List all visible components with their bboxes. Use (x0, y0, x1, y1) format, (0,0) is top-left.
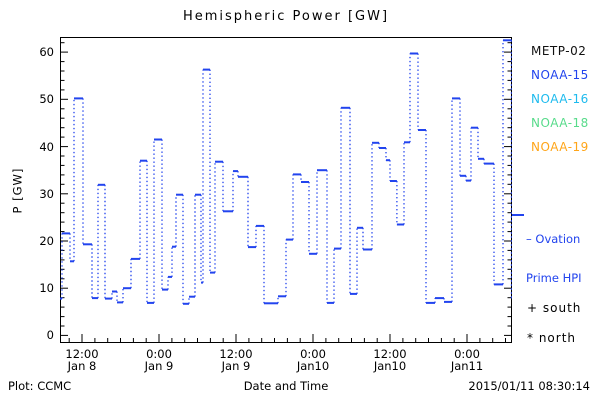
y-tick-label-20: 20 (39, 234, 54, 248)
y-tick-label-50: 50 (39, 92, 54, 106)
south-marker-key: + south (527, 301, 582, 315)
y-tick-label-60: 60 (39, 45, 54, 59)
ovation-prime-hpi-label: – Ovation Prime HPI (526, 207, 582, 311)
x-tick-label-jan9-1200: 12:00 Jan 9 (219, 347, 253, 373)
page-title: Hemispheric Power [GW] (182, 9, 390, 24)
y-tick-label-30: 30 (39, 187, 54, 201)
x-tick-label-jan8-1200: 12:00 Jan 8 (65, 347, 99, 373)
x-axis-title: Date and Time (243, 379, 329, 393)
plot-source-label: Plot: CCMC (8, 379, 72, 393)
ovation-label-line1: – Ovation (526, 232, 581, 246)
ovation-line-sample (512, 214, 524, 216)
x-tick-label-jan10-1200: 12:00 Jan10 (373, 347, 407, 373)
x-tick-label-jan9-000: 0:00 Jan 9 (144, 347, 174, 373)
ovation-label-line2: Prime HPI (526, 271, 582, 285)
north-marker-key: * north (527, 331, 577, 345)
x-tick-label-jan10-000: 0:00 Jan10 (296, 347, 330, 373)
x-tick-label-jan11-000: 0:00 Jan11 (450, 347, 484, 373)
y-tick-label-10: 10 (39, 281, 54, 295)
data-series-noaa-15 (60, 37, 513, 343)
plot-timestamp: 2015/01/11 08:30:14 (468, 379, 590, 393)
y-tick-label-0: 0 (46, 328, 54, 342)
y-tick-label-40: 40 (39, 140, 54, 154)
legend-item-noaa-16: NOAA-16 (531, 92, 589, 106)
legend-item-metp-02: METP-02 (531, 44, 587, 58)
legend-item-noaa-18: NOAA-18 (531, 116, 589, 130)
legend-item-noaa-15: NOAA-15 (531, 68, 589, 82)
plot-area (60, 37, 513, 343)
legend-item-noaa-19: NOAA-19 (531, 140, 589, 154)
